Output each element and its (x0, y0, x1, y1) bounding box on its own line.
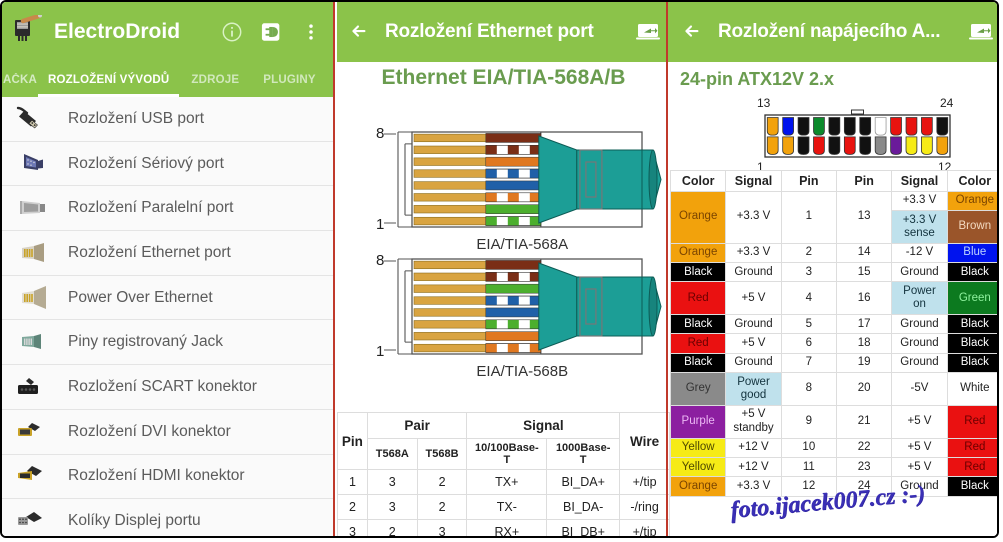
svg-text:8: 8 (376, 252, 384, 269)
svg-text:1: 1 (376, 343, 384, 360)
svg-text:EIA/TIA-568B: EIA/TIA-568B (476, 363, 568, 380)
svg-text:1: 1 (376, 216, 384, 233)
svg-text:8: 8 (376, 125, 384, 142)
svg-text:24: 24 (940, 97, 954, 110)
svg-text:13: 13 (757, 97, 771, 110)
